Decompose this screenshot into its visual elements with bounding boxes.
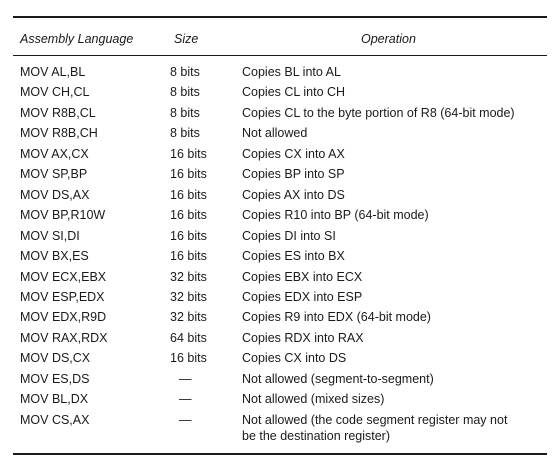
cell-size: 64 bits bbox=[170, 330, 207, 345]
cell-assembly: MOV AL,BL bbox=[20, 65, 86, 79]
cell-assembly: MOV SI,DI bbox=[20, 228, 80, 243]
cell-assembly: MOV ECX,EBX bbox=[20, 269, 107, 284]
cell-size: 8 bits bbox=[170, 85, 200, 100]
cell-size: 16 bits bbox=[170, 167, 207, 182]
cell-operation: Copies CX into DS bbox=[242, 351, 347, 366]
cell-operation: Not allowed (segment-to-segment) bbox=[242, 371, 434, 386]
cell-operation: Copies ES into BX bbox=[242, 249, 345, 264]
cell-assembly: MOV CS,AX bbox=[20, 412, 90, 427]
cell-size: 32 bits bbox=[170, 269, 207, 284]
cell-size: 16 bits bbox=[170, 351, 207, 366]
cell-assembly: MOV R8B,CH bbox=[20, 126, 98, 141]
cell-size: 16 bits bbox=[170, 146, 207, 161]
cell-size: 16 bits bbox=[170, 249, 207, 264]
cell-assembly: MOV AX,CX bbox=[20, 146, 89, 161]
cell-operation: Not allowed (the code segment register m… bbox=[242, 412, 508, 444]
cell-operation: Copies DI into SI bbox=[242, 228, 336, 243]
cell-operation: Copies AX into DS bbox=[242, 187, 345, 202]
header-size: Size bbox=[174, 32, 199, 46]
cell-operation: Copies CL into CH bbox=[242, 85, 346, 100]
cell-assembly: MOV ESP,EDX bbox=[20, 289, 105, 304]
cell-operation: Copies RDX into RAX bbox=[242, 330, 364, 345]
cell-assembly: MOV BX,ES bbox=[20, 249, 89, 264]
header-operation: Operation bbox=[361, 32, 416, 46]
cell-assembly: MOV BL,DX bbox=[20, 392, 89, 407]
cell-assembly: MOV BP,R10W bbox=[20, 208, 106, 223]
table-top-rule bbox=[13, 16, 547, 18]
cell-size: 32 bits bbox=[170, 289, 207, 304]
cell-operation: Copies CL to the byte portion of R8 (64-… bbox=[242, 105, 515, 120]
table-bottom-rule bbox=[13, 453, 547, 455]
cell-assembly: MOV RAX,RDX bbox=[20, 330, 108, 345]
cell-size: — bbox=[179, 412, 192, 427]
cell-operation: Copies BP into SP bbox=[242, 167, 345, 182]
cell-size: 8 bits bbox=[170, 126, 200, 141]
header-divider-rule bbox=[13, 55, 547, 56]
cell-assembly: MOV DS,AX bbox=[20, 187, 90, 202]
cell-operation: Copies CX into AX bbox=[242, 146, 345, 161]
cell-assembly: MOV R8B,CL bbox=[20, 105, 96, 120]
cell-operation: Not allowed (mixed sizes) bbox=[242, 392, 385, 407]
cell-operation: Copies R9 into EDX (64-bit mode) bbox=[242, 310, 431, 325]
cell-size: 8 bits bbox=[170, 65, 200, 79]
header-assembly-language: Assembly Language bbox=[20, 32, 134, 46]
cell-operation: Copies EDX into ESP bbox=[242, 289, 363, 304]
cell-assembly: MOV ES,DS bbox=[20, 371, 90, 386]
cell-assembly: MOV DS,CX bbox=[20, 351, 91, 366]
cell-assembly: MOV SP,BP bbox=[20, 167, 88, 182]
cell-operation: Copies BL into AL bbox=[242, 65, 341, 79]
cell-assembly: MOV CH,CL bbox=[20, 85, 90, 100]
cell-size: 32 bits bbox=[170, 310, 207, 325]
cell-operation: Copies R10 into BP (64-bit mode) bbox=[242, 208, 429, 223]
cell-size: 16 bits bbox=[170, 228, 207, 243]
cell-assembly: MOV EDX,R9D bbox=[20, 310, 107, 325]
cell-size: 8 bits bbox=[170, 105, 200, 120]
cell-size: 16 bits bbox=[170, 208, 207, 223]
cell-size: — bbox=[179, 392, 192, 407]
cell-operation: Copies EBX into ECX bbox=[242, 269, 363, 284]
cell-size: 16 bits bbox=[170, 187, 207, 202]
cell-size: — bbox=[179, 371, 192, 386]
cell-operation: Not allowed bbox=[242, 126, 308, 141]
